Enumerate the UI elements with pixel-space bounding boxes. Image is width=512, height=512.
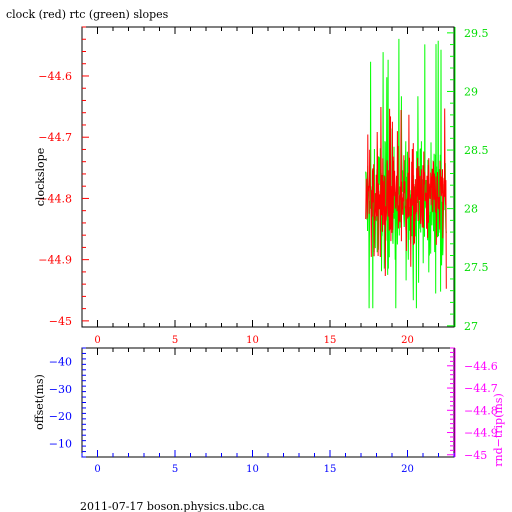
top-left-y-tick-label: −45 — [49, 315, 72, 328]
top-left-y-tick-label: −44.9 — [38, 254, 72, 267]
top-right-y-tick-label: 29 — [464, 85, 478, 98]
top-left-y-tick-label: −44.8 — [38, 192, 72, 205]
bottom-right-y-tick-label: −44.8 — [464, 404, 498, 417]
top-x-tick-label: 0 — [94, 335, 100, 346]
top-right-y-tick-label: 27 — [464, 320, 478, 333]
bottom-left-y-tick-label: −40 — [49, 356, 72, 369]
bottom-right-y-tick-label: −44.9 — [464, 427, 498, 440]
bottom-plot-frame — [81, 347, 455, 458]
chart-title: clock (red) rtc (green) slopes — [6, 8, 169, 21]
bottom-left-y-tick-label: −20 — [49, 410, 72, 423]
top-right-y-tick-label: 28 — [464, 203, 478, 216]
top-plot: 0 5 10 15 20 −44.6 −44.7 −44.8 −44.9 −45 29.5 29 28.… — [34, 26, 489, 346]
top-right-y-tick-label: 28.5 — [464, 144, 489, 157]
top-left-y-tick-label: −44.6 — [38, 70, 72, 83]
bottom-y-axis-label: offset(ms) — [33, 374, 46, 430]
series-line-clock — [365, 106, 447, 289]
bottom-left-y-tick-label: −10 — [49, 437, 72, 450]
footer-text: 2011-07-17 boson.physics.ubc.ca — [80, 500, 265, 512]
top-right-y-tick-label: 27.5 — [464, 261, 489, 274]
top-x-tick-label: 10 — [246, 335, 259, 346]
bottom-plot: 0 5 10 15 20 −40 −30 −20 −10 −44.6 −44.7 −44.8 −44.9… — [33, 347, 505, 475]
bottom-x-tick-label: 10 — [246, 464, 259, 475]
bottom-x-tick-label: 20 — [401, 464, 414, 475]
bottom-left-y-tick-label: −30 — [49, 383, 72, 396]
bottom-x-tick-label: 15 — [324, 464, 337, 475]
bottom-right-y-tick-label: −44.7 — [464, 382, 498, 395]
top-right-y-tick-label: 29.5 — [464, 27, 489, 40]
bottom-axes-group: 0 5 10 15 20 −40 −30 −20 −10 −44.6 −44.7 −44.8 −44.9… — [49, 347, 498, 475]
top-x-tick-label: 5 — [172, 335, 178, 346]
top-x-tick-label: 15 — [324, 335, 337, 346]
bottom-right-y-tick-label: −44.6 — [464, 360, 498, 373]
bottom-right-y-tick-label: −45 — [464, 449, 487, 462]
bottom-x-tick-label: 0 — [94, 464, 100, 475]
top-left-y-tick-label: −44.7 — [38, 131, 72, 144]
top-x-tick-label: 20 — [401, 335, 414, 346]
top-axes-group: 0 5 10 15 20 −44.6 −44.7 −44.8 −44.9 −45 29.5 29 28.… — [38, 26, 489, 346]
bottom-right-axis-label: rnd−trip(ms) — [492, 393, 505, 467]
top-y-axis-label: clockslope — [34, 148, 47, 206]
top-series-group — [365, 38, 447, 309]
bottom-x-tick-label: 5 — [172, 464, 178, 475]
